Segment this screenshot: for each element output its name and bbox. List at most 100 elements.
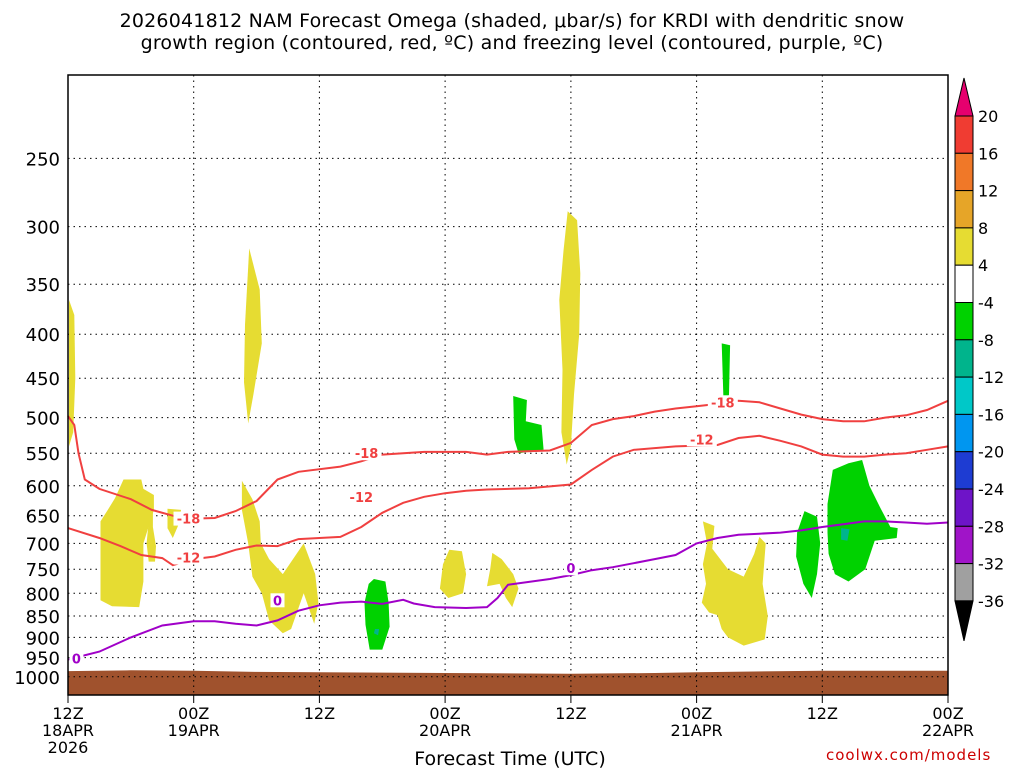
y-tick-label: 550 [26, 444, 60, 465]
omega-ascent-region [146, 504, 156, 562]
colorbar-label: 8 [978, 219, 988, 238]
omega-ascent-region [487, 552, 519, 608]
y-tick-label: 500 [26, 409, 60, 430]
colorbar-label: -28 [978, 517, 1004, 536]
y-tick-label: 650 [26, 507, 60, 528]
colorbar-swatch [954, 413, 974, 453]
colorbar-swatch [954, 302, 974, 341]
contour-label: 0 [566, 562, 575, 577]
contour-2 [67, 520, 949, 661]
y-tick-label: 350 [26, 275, 60, 296]
omega-descent-region [841, 528, 850, 541]
contour-label-bg [69, 651, 84, 666]
x-tick-label: 00Z [932, 704, 963, 723]
temperature-contours: -18 -18 -18 -12 -12 -12 0 0 0 [67, 395, 949, 667]
omega-descent-region [513, 396, 544, 454]
x-tick-label: 2026 [48, 738, 89, 757]
surface-ground [68, 670, 948, 695]
omega-descent-region [796, 511, 821, 598]
y-tick-label: 800 [26, 584, 60, 605]
contour-label-bg [173, 550, 204, 565]
contour-label: -12 [690, 433, 714, 448]
contour-0 [67, 399, 949, 520]
colorbar-label: -32 [978, 555, 1004, 574]
colorbar-swatch [954, 339, 974, 378]
x-tick-label: 19APR [168, 721, 220, 740]
colorbar-swatch [954, 525, 974, 565]
grid-lines [67, 75, 949, 695]
y-tick-label: 300 [26, 218, 60, 239]
colorbar-label: 4 [978, 256, 988, 275]
contour-label: -12 [350, 491, 374, 506]
colorbar-swatch [954, 227, 974, 266]
colorbar-bottom-arrow [954, 600, 974, 642]
colorbar-swatch [954, 563, 974, 602]
y-tick-label: 700 [26, 534, 60, 555]
x-tick-label: 00Z [429, 704, 460, 723]
contour-label-bg [346, 489, 377, 504]
colorbar-label: -24 [978, 480, 1004, 499]
contour-label: -18 [711, 396, 735, 411]
plot-frame [67, 74, 949, 696]
colorbar-label: 16 [978, 144, 998, 163]
omega-ascent-region [559, 211, 581, 465]
omega-ascent-region [244, 248, 262, 424]
colorbar-swatch [954, 376, 974, 415]
colorbar-label: -12 [978, 368, 1004, 387]
chart-title-line1: 2026041812 NAM Forecast Omega (shaded, μ… [119, 10, 905, 32]
contour-label-bg [351, 446, 382, 461]
credit-text: coolwx.com/models [826, 746, 992, 764]
x-tick-label: 12Z [807, 704, 838, 723]
x-tick-label: 18APR [42, 721, 94, 740]
contour-label: -18 [355, 447, 379, 462]
surface-layer [68, 670, 948, 695]
omega-descent-region [373, 629, 380, 636]
x-tick-label: 22APR [922, 721, 974, 740]
y-tick-label: 450 [26, 369, 60, 390]
y-tick-label: 750 [26, 560, 60, 581]
y-tick-label: 400 [26, 325, 60, 346]
x-tick-label: 21APR [671, 721, 723, 740]
colorbar-label: -4 [978, 294, 994, 313]
contour-label: -18 [177, 513, 201, 528]
omega-descent-region [721, 343, 731, 410]
colorbar-label: 12 [978, 182, 998, 201]
x-tick-label: 00Z [178, 704, 209, 723]
y-tick-label: 600 [26, 477, 60, 498]
chart-title-line2: growth region (contoured, red, ºC) and f… [140, 32, 884, 54]
x-tick-label: 12Z [52, 704, 83, 723]
omega-ascent-region [69, 299, 76, 447]
x-tick-label: 20APR [419, 721, 471, 740]
contour-label-bg [707, 395, 738, 410]
y-tick-label: 900 [26, 628, 60, 649]
omega-descent-region [364, 579, 390, 650]
colorbar-label: -36 [978, 592, 1004, 611]
contour-label: -12 [177, 552, 201, 567]
colorbar-label: -20 [978, 443, 1004, 462]
contour-label-bg [686, 432, 717, 447]
x-axis-label: Forecast Time (UTC) [414, 748, 605, 768]
x-tick-label: 12Z [304, 704, 335, 723]
colorbar-swatch [954, 264, 974, 304]
colorbar-swatch [954, 152, 974, 192]
colorbar-top-arrow [954, 77, 974, 117]
omega-ascent-region [241, 480, 319, 634]
y-tick-label: 1000 [14, 668, 60, 689]
omega-ascent-region [100, 479, 154, 608]
colorbar-label: -16 [978, 405, 1004, 424]
omega-shaded-regions [69, 211, 898, 650]
colorbar: 20 16 12 8 4 -4 -8 -12 -16 -20 -24 -28 -32 -36 [954, 77, 1004, 642]
axis-labels: 2503003504004505005506006507007508008509… [14, 149, 974, 757]
colorbar-swatch [954, 190, 974, 229]
contour-label: 0 [273, 594, 282, 609]
colorbar-swatch [954, 488, 974, 527]
colorbar-swatch [954, 115, 974, 154]
contour-label-bg [563, 561, 578, 576]
contour-label-bg [173, 511, 204, 526]
contour-label: 0 [72, 652, 81, 667]
colorbar-swatch [954, 451, 974, 490]
y-tick-label: 850 [26, 607, 60, 628]
y-tick-label: 950 [26, 649, 60, 670]
contour-label-bg [270, 593, 285, 608]
